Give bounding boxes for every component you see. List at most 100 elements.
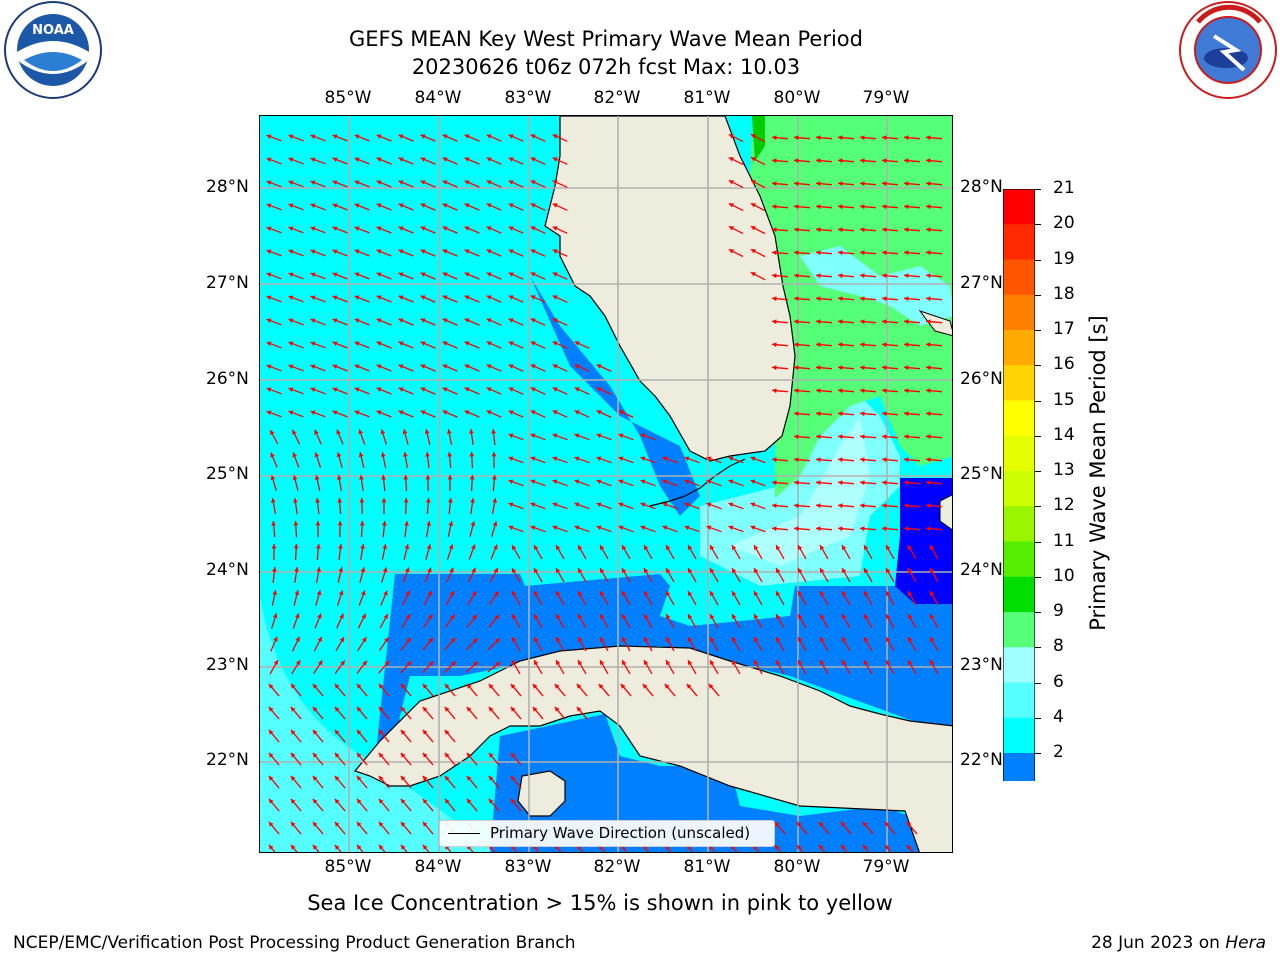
wave-arrow-head: [376, 272, 382, 277]
wave-arrow-head: [688, 614, 693, 620]
wave-arrow-head: [618, 502, 624, 507]
wave-arrow-head: [794, 135, 799, 141]
wave-arrow-head: [398, 249, 404, 254]
wave-arrow-head: [422, 683, 428, 689]
wave-arrow-head: [772, 319, 777, 325]
wave-arrow-head: [312, 752, 318, 758]
wave-arrow-head: [838, 388, 843, 394]
noaa-logo-text: NOAA: [32, 23, 74, 38]
wave-arrow-head: [449, 591, 454, 596]
wave-arrow-head: [816, 135, 821, 141]
wave-arrow-head: [574, 479, 580, 484]
lat-label: 24°N: [206, 560, 249, 580]
colorbar-tick-mark: [1035, 435, 1041, 437]
wave-arrow-head: [882, 342, 887, 348]
wave-arrow-head: [534, 637, 539, 643]
wave-arrow-head: [310, 249, 316, 254]
wave-arrow-head: [272, 590, 278, 595]
wave-arrow-head: [271, 498, 276, 503]
colorbar-swatch: [1003, 541, 1035, 578]
wave-arrow-head: [471, 544, 476, 550]
wave-arrow-head: [666, 545, 671, 551]
wave-arrow-head: [270, 452, 275, 458]
wave-arrow-head: [838, 411, 843, 417]
wave-arrow-head: [464, 341, 470, 346]
wave-arrow-head: [332, 295, 338, 300]
wave-arrow-head: [772, 227, 777, 233]
wave-arrow-head: [554, 683, 560, 689]
wave-arrow-head: [486, 134, 492, 139]
wave-arrow-head: [338, 567, 344, 572]
wave-arrow-head: [728, 157, 734, 162]
wave-arrow-head: [838, 342, 843, 348]
wave-arrow-head: [908, 545, 913, 551]
lat-label: 27°N: [960, 273, 1003, 293]
wave-arrow-head: [420, 410, 426, 415]
wave-arrow-head: [816, 457, 821, 463]
wave-arrow-head: [750, 134, 756, 139]
wave-arrow-head: [552, 272, 558, 277]
wave-arrow-head: [644, 637, 649, 643]
wave-arrow-head: [754, 660, 759, 666]
wave-arrow-head: [816, 342, 821, 348]
wave-arrow-head: [442, 180, 448, 185]
lon-label: 84°W: [414, 857, 462, 877]
wave-arrow-head: [315, 544, 321, 549]
wave-arrow-head: [469, 429, 474, 434]
wave-arrow-head: [444, 706, 450, 712]
wave-arrow-head: [427, 567, 432, 573]
wave-arrow-head: [400, 752, 406, 758]
wave-arrow-head: [728, 249, 734, 254]
wave-arrow-head: [382, 544, 388, 549]
wave-arrow-head: [508, 387, 514, 392]
wave-arrow-head: [838, 526, 843, 532]
wave-arrow-head: [530, 502, 536, 507]
wave-arrow-head: [842, 545, 847, 551]
sea-field-blue-shelf: [530, 276, 700, 516]
wave-arrow-head: [596, 525, 602, 530]
wave-arrow-head: [422, 775, 428, 781]
wave-arrow-head: [926, 365, 931, 371]
colorbar-swatch: [1003, 365, 1035, 401]
wave-arrow-head: [442, 295, 448, 300]
wave-arrow-head: [530, 364, 536, 369]
wave-arrow-head: [512, 591, 517, 597]
wave-arrow-head: [356, 683, 362, 689]
wave-arrow-head: [384, 660, 390, 666]
colorbar-swatch: [1003, 435, 1035, 472]
wave-arrow-head: [383, 590, 388, 596]
wave-arrow-head: [442, 157, 448, 162]
wave-arrow-head: [354, 180, 360, 185]
wave-arrow-head: [754, 591, 759, 597]
wave-arrow-head: [532, 706, 538, 712]
wave-arrow-head: [466, 706, 472, 712]
colorbar-tick-mark: [1035, 717, 1041, 719]
wave-arrow-head: [447, 452, 453, 457]
wave-arrow-head: [640, 525, 646, 530]
wave-arrow-head: [512, 637, 517, 643]
wave-arrow-head: [488, 775, 494, 781]
wave-arrow-head: [600, 568, 605, 574]
wave-arrow-head: [552, 203, 558, 208]
wave-arrow-head: [448, 521, 454, 526]
wave-arrow-head: [552, 502, 558, 507]
wave-arrow-head: [360, 567, 366, 573]
wave-arrow-head: [530, 226, 536, 231]
wave-arrow-head: [574, 525, 580, 530]
wave-arrow-head: [442, 364, 448, 369]
wave-arrow-head: [732, 545, 737, 551]
wave-arrow-head: [336, 452, 342, 458]
wave-arrow-head: [688, 591, 693, 597]
wave-arrow-head: [428, 661, 434, 667]
wave-arrow-head: [508, 318, 514, 323]
wave-arrow-head: [312, 729, 318, 735]
wave-arrow-head: [552, 295, 558, 300]
wave-arrow-head: [266, 226, 272, 231]
wave-arrow-head: [470, 498, 475, 503]
colorbar-swatch: [1003, 189, 1035, 225]
wave-arrow-head: [354, 272, 360, 277]
sea-field-light-cyan: [260, 596, 498, 852]
wave-arrow-head: [776, 614, 781, 620]
wave-arrow-head: [493, 567, 498, 573]
wave-arrow-head: [398, 410, 404, 415]
